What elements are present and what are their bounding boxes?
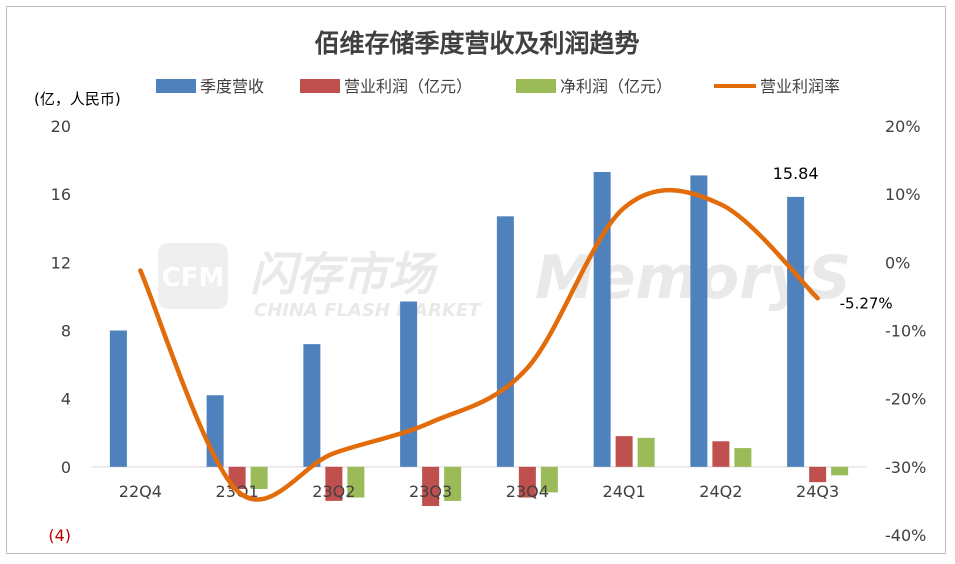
x-tick-label: 23Q4 [506,482,549,501]
bar-revenue [303,344,321,467]
bar-revenue [787,196,805,467]
bar-revenue [593,172,611,467]
left-tick-label: 8 [61,322,71,341]
right-tick-label: -20% [885,390,926,409]
left-axis: 20 16 12 8 4 0 (4) [48,117,71,545]
right-axis: 20% 10% 0% -10% -20% -30% -40% [885,117,926,545]
bar-revenue [690,175,708,467]
bar-revenue [400,301,418,467]
x-tick-label: 24Q3 [796,482,839,501]
left-tick-label: 4 [61,390,71,409]
bar-revenue [496,216,514,467]
chart-frame [6,6,946,554]
bar-revenue [109,330,127,467]
legend-label-operating-profit: 营业利润（亿元） [344,77,472,96]
left-tick-label: 16 [51,185,71,204]
watermark-cn-text: 闪存市场 [250,247,439,301]
right-tick-label: -40% [885,526,926,545]
legend-label-margin: 营业利润率 [760,77,840,96]
bar-operating-profit [422,466,440,507]
watermark-en-text: CHINA FLASH MARKET [254,300,482,321]
bars [109,172,849,507]
x-tick-label: 24Q2 [699,482,742,501]
bar-net-profit [250,466,268,489]
watermark-logo-text: CFM [162,263,225,293]
x-tick-label: 23Q2 [312,482,355,501]
x-axis-labels: 22Q4 23Q1 23Q2 23Q3 23Q4 24Q1 24Q2 24Q3 [119,482,839,501]
bar-net-profit [444,466,462,501]
bar-operating-profit [712,441,730,467]
right-tick-label: -10% [885,322,926,341]
x-tick-label: 22Q4 [119,482,162,501]
legend-swatch-operating-profit [300,79,340,93]
x-tick-label: 24Q1 [603,482,646,501]
left-tick-label: 0 [61,458,71,477]
bar-net-profit [347,466,365,498]
legend-label-net-profit: 净利润（亿元） [560,77,672,96]
legend: 季度营收 营业利润（亿元） 净利润（亿元） 营业利润率 [156,77,840,96]
bar-net-profit [637,437,655,467]
bar-operating-profit [615,436,633,467]
annotation-last-margin: -5.27% [840,294,893,312]
left-tick-label: (4) [48,526,71,545]
left-axis-unit: (亿，人民币) [34,90,121,108]
watermark-logo-box [158,243,228,309]
legend-swatch-net-profit [516,79,556,93]
x-tick-label: 23Q3 [409,482,452,501]
right-tick-label: 0% [885,253,910,272]
bar-net-profit [734,448,752,467]
bar-net-profit [831,466,849,476]
legend-swatch-revenue [156,79,196,93]
right-tick-label: 10% [885,185,921,204]
margin-line [138,187,820,502]
right-tick-label: 20% [885,117,921,136]
right-tick-label: -30% [885,458,926,477]
left-tick-label: 20 [51,117,71,136]
legend-label-revenue: 季度营收 [200,77,264,96]
bar-operating-profit [809,466,827,483]
bar-net-profit [540,466,558,493]
bar-operating-profit [518,466,536,498]
bar-operating-profit [325,466,343,501]
chart-title: 佰维存储季度营收及利润趋势 [314,29,639,58]
annotation-last-revenue: 15.84 [773,164,819,183]
left-tick-label: 12 [51,253,71,272]
